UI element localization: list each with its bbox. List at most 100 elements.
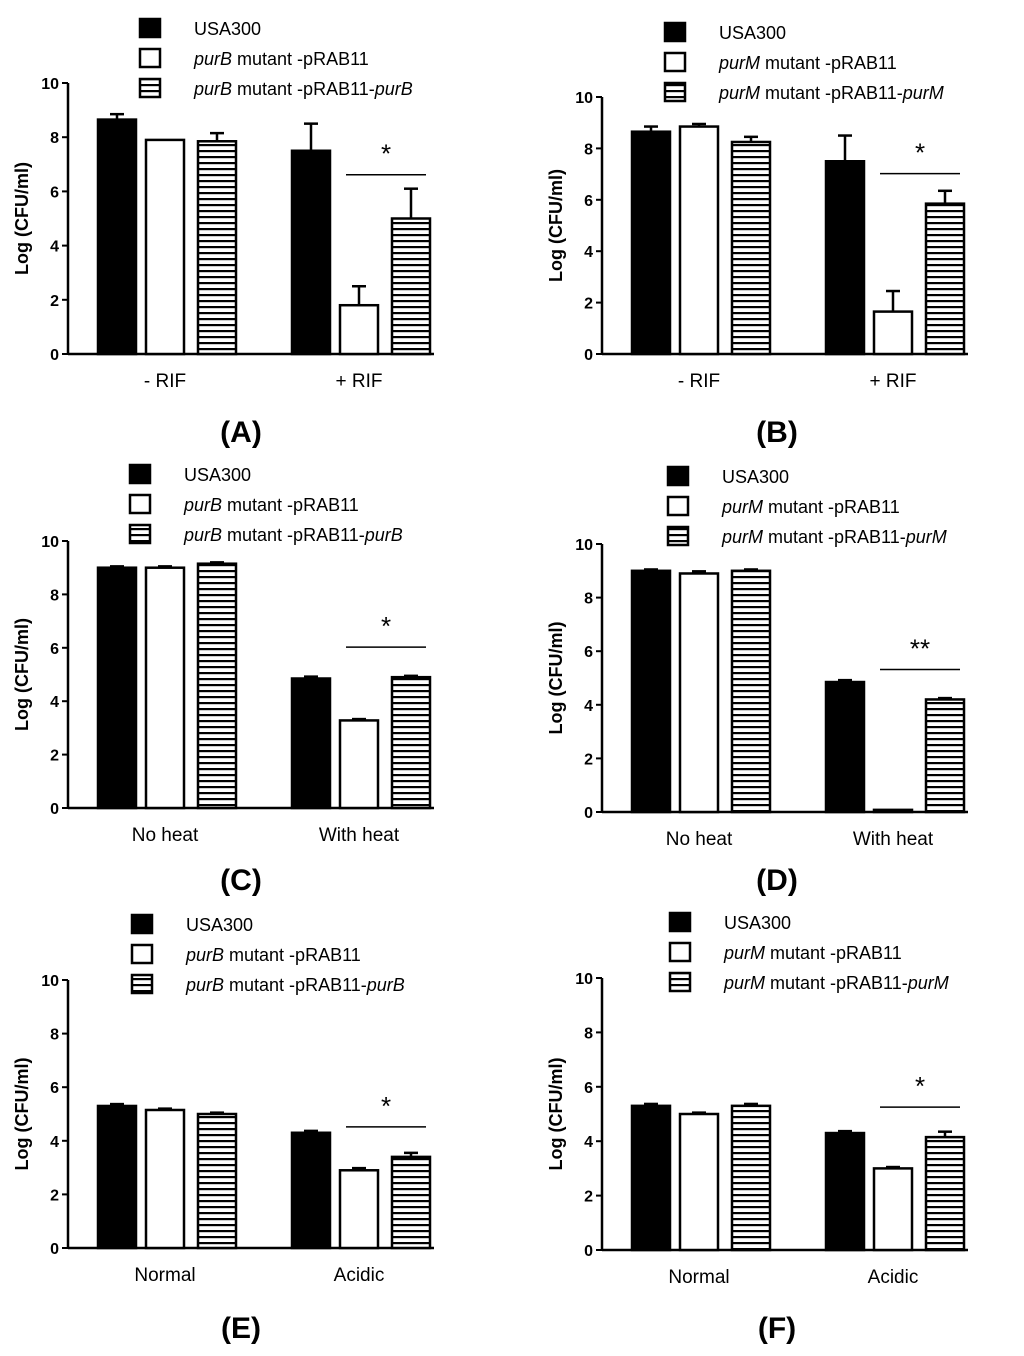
legend-entry: purM mutant -pRAB11 (721, 497, 900, 517)
legend-gene-name: purM (721, 527, 763, 547)
bar-striped-0 (196, 140, 238, 356)
legend-text: mutant -pRAB11- (760, 83, 903, 103)
bar-solid-1 (290, 677, 332, 810)
bar-open-1 (338, 1169, 380, 1250)
y-tick-label: 6 (50, 184, 59, 201)
y-tick-label: 4 (50, 694, 59, 711)
bar-solid-0 (96, 566, 138, 810)
bar-open-0 (144, 138, 186, 356)
y-tick-label: 10 (41, 534, 59, 551)
bar-striped-0 (196, 562, 238, 810)
y-tick-label: 0 (584, 805, 593, 822)
legend-swatch-striped (663, 81, 687, 103)
y-tick-label: 8 (584, 591, 593, 608)
y-axis-label: Log (CFU/ml) (546, 169, 566, 282)
panel-label: (A) (220, 416, 262, 449)
y-tick-label: 0 (50, 347, 59, 364)
legend-swatch-solid (668, 911, 692, 933)
bar-striped-1 (924, 1135, 966, 1252)
significance-marker: ** (910, 633, 930, 663)
panel-label: (C) (220, 864, 262, 897)
legend-text: mutant -pRAB11- (232, 79, 375, 99)
bar-solid-0 (630, 130, 672, 356)
bar-solid-1 (824, 1131, 866, 1252)
y-tick-label: 2 (584, 751, 593, 768)
legend-text: mutant -pRAB11- (222, 525, 365, 545)
legend-gene-name: purB (183, 525, 222, 545)
significance-marker: * (915, 1071, 925, 1101)
category-label: No heat (666, 829, 733, 850)
legend-swatch-open (663, 51, 687, 73)
panel-label: (B) (756, 416, 798, 449)
legend-text: USA300 (194, 19, 261, 39)
legend-gene-name: purB (185, 945, 224, 965)
y-tick-label: 4 (584, 1134, 593, 1151)
legend-gene-name: purM (718, 53, 760, 73)
category-label: - RIF (144, 371, 186, 392)
chart-panel-5: Log (CFU/ml) 0 2 4 6 8 10 Normal Acidic * USA300 pu… (12, 913, 434, 1345)
legend-gene-name: purB (183, 495, 222, 515)
bar-striped-1 (924, 698, 966, 814)
bar-open-1 (872, 1167, 914, 1252)
legend-swatch-solid (138, 17, 162, 39)
bar-open-0 (144, 1108, 186, 1250)
y-tick-label: 2 (50, 293, 59, 310)
legend-entry: USA300 (184, 465, 251, 485)
y-tick-label: 2 (584, 296, 593, 313)
legend-swatch-open (130, 943, 154, 965)
y-tick-label: 2 (584, 1189, 593, 1206)
bar-striped-0 (196, 1112, 238, 1250)
y-tick-label: 4 (50, 239, 59, 256)
legend-entry: USA300 (186, 915, 253, 935)
legend-text: mutant -pRAB11- (763, 527, 906, 547)
bar-solid-1 (290, 1131, 332, 1250)
legend-text: mutant -pRAB11 (224, 945, 361, 965)
bar-open-0 (144, 566, 186, 810)
y-tick-label: 4 (584, 698, 593, 715)
y-tick-label: 10 (575, 90, 593, 107)
legend-text: USA300 (184, 465, 251, 485)
category-label: Acidic (868, 1267, 919, 1288)
legend-gene-suffix: purB (364, 525, 403, 545)
legend-gene-name: purB (193, 49, 232, 69)
bar-solid-0 (630, 1104, 672, 1252)
significance-marker: * (381, 139, 391, 169)
legend-gene-suffix: purB (366, 975, 405, 995)
bar-striped-0 (730, 140, 772, 356)
y-tick-label: 0 (50, 1241, 59, 1258)
legend-entry: USA300 (722, 467, 789, 487)
legend-gene-name: purB (193, 79, 232, 99)
legend-gene-name: purM (723, 943, 765, 963)
legend-swatch-open (666, 495, 690, 517)
bar-striped-1 (924, 202, 966, 356)
legend-text: mutant -pRAB11 (763, 497, 900, 517)
bar-striped-0 (730, 569, 772, 814)
y-tick-label: 8 (584, 1025, 593, 1042)
category-label: + RIF (870, 371, 917, 392)
y-tick-label: 10 (575, 971, 593, 988)
y-tick-label: 2 (50, 1187, 59, 1204)
bar-open-0 (678, 1112, 720, 1252)
bar-solid-1 (824, 680, 866, 814)
y-tick-label: 10 (575, 537, 593, 554)
legend-entry: purB mutant -pRAB11-purB (193, 79, 413, 99)
y-axis-label: Log (CFU/ml) (546, 1058, 566, 1171)
legend-text: mutant -pRAB11- (224, 975, 367, 995)
panel-label: (F) (758, 1312, 796, 1345)
y-tick-label: 4 (584, 244, 593, 261)
category-label: With heat (319, 825, 400, 846)
legend-swatch-striped (666, 525, 690, 547)
category-label: Normal (668, 1267, 729, 1288)
category-label: - RIF (678, 371, 720, 392)
legend-text: mutant -pRAB11- (765, 973, 908, 993)
bar-striped-1 (390, 675, 432, 810)
y-tick-label: 6 (584, 644, 593, 661)
legend-entry: purM mutant -pRAB11-purM (721, 527, 947, 547)
bar-striped-1 (390, 217, 432, 356)
legend-gene-suffix: purM (902, 83, 944, 103)
y-tick-label: 8 (50, 587, 59, 604)
bar-solid-1 (824, 160, 866, 356)
legend-swatch-solid (663, 21, 687, 43)
legend-gene-suffix: purB (374, 79, 413, 99)
legend-entry: USA300 (724, 913, 791, 933)
